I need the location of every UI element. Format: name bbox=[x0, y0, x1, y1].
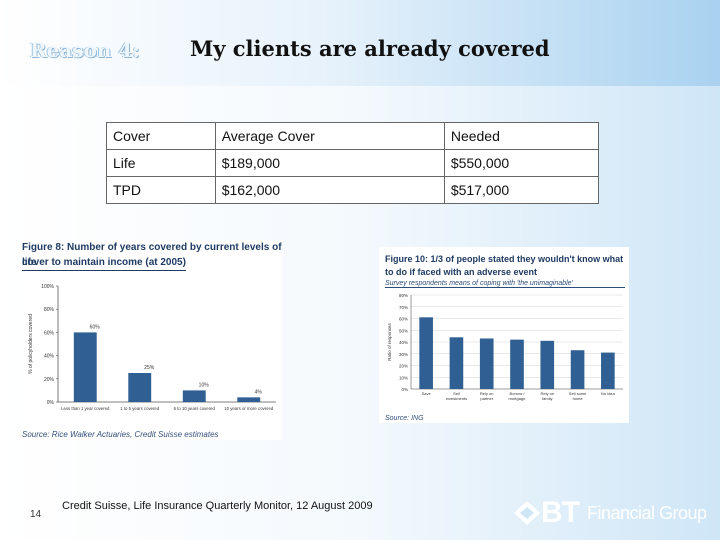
y-tick-label: 10% bbox=[399, 375, 408, 380]
table-cell: $162,000 bbox=[214, 176, 445, 204]
bar bbox=[540, 340, 555, 389]
x-tick-label: Sell some home bbox=[569, 391, 587, 401]
y-tick-label: 80% bbox=[399, 293, 408, 298]
y-tick-label: 20% bbox=[399, 364, 408, 369]
bt-logo: BT Financial Group bbox=[513, 498, 707, 528]
table-row: Life $189,000 $550,000 bbox=[106, 149, 600, 177]
x-tick-label: Less than 1 year covered bbox=[61, 406, 110, 411]
reason-label: Reason 4: bbox=[30, 38, 140, 62]
table-cell: Life bbox=[106, 149, 216, 177]
bar bbox=[237, 397, 261, 402]
table-header-row: Cover Average Cover Needed bbox=[106, 122, 600, 150]
x-tick-label: Sell investments bbox=[446, 391, 467, 401]
figure-10: Figure 10: 1/3 of people stated they wou… bbox=[379, 247, 629, 423]
footnote: Credit Suisse, Life Insurance Quarterly … bbox=[62, 500, 373, 512]
figure-10-title-line1: Figure 10: 1/3 of people stated they wou… bbox=[385, 254, 624, 264]
table-cell: $517,000 bbox=[443, 176, 600, 204]
x-tick-label: Save bbox=[422, 391, 432, 396]
y-tick-label: 70% bbox=[399, 305, 408, 310]
table-cell: TPD bbox=[106, 176, 216, 204]
data-label: 25% bbox=[144, 365, 155, 371]
cover-table: Cover Average Cover Needed Life $189,000… bbox=[106, 122, 600, 204]
header-needed: Needed bbox=[443, 122, 600, 150]
y-tick-label: 40% bbox=[399, 340, 408, 345]
y-tick-label: 0% bbox=[47, 400, 55, 406]
y-tick-label: 40% bbox=[44, 354, 55, 360]
bar bbox=[449, 337, 464, 389]
x-tick-label: 1 to 5 years covered bbox=[120, 406, 160, 411]
x-tick-label: Rely on partner bbox=[480, 391, 494, 401]
figure-8-title-line1: Figure 8: Number of years covered by cur… bbox=[22, 242, 282, 268]
figure-8: Figure 8: Number of years covered by cur… bbox=[20, 240, 282, 440]
y-tick-label: 50% bbox=[399, 328, 408, 333]
figure-8-chart: 0% 20% 40% 60% 80% 100% % of policyholders cov… bbox=[28, 284, 276, 411]
figure-10-title-line2: to do if faced with an adverse event bbox=[385, 267, 538, 277]
bar bbox=[73, 332, 97, 402]
table-cell: $189,000 bbox=[214, 149, 445, 177]
figure-10-source: Source: ING bbox=[385, 415, 424, 422]
bar bbox=[570, 350, 585, 389]
title-band bbox=[0, 0, 720, 86]
y-axis-title: Ratio of responses bbox=[387, 322, 392, 360]
bar bbox=[128, 373, 152, 402]
table-cell: $550,000 bbox=[443, 149, 600, 177]
y-tick-label: 80% bbox=[44, 307, 55, 313]
bar bbox=[510, 339, 524, 389]
figure-10-subtitle: Survey respondents means of coping with … bbox=[385, 280, 625, 288]
bt-logo-mark: BT bbox=[541, 496, 580, 529]
figure-10-chart: 0% 10% 20% 30% 40% 50% 60% 70% 80% Ratio of respo… bbox=[387, 293, 623, 401]
data-label: 10% bbox=[199, 382, 210, 388]
figure-8-source: Source: Rice Walker Actuaries, Credit Su… bbox=[22, 430, 219, 439]
y-tick-label: 0% bbox=[401, 387, 408, 392]
y-tick-label: 60% bbox=[399, 317, 408, 322]
bt-logo-text: Financial Group bbox=[587, 502, 707, 523]
figure-8-title-line2: cover to maintain income (at 2005) bbox=[22, 255, 186, 271]
header-cover: Cover bbox=[106, 122, 216, 150]
data-label: 60% bbox=[90, 324, 101, 330]
y-tick-label: 60% bbox=[44, 330, 55, 336]
x-tick-label: 6 to 10 years covered bbox=[174, 406, 216, 411]
x-tick-label: Rely on family bbox=[541, 391, 555, 401]
bar bbox=[419, 317, 433, 389]
header-average-cover: Average Cover bbox=[214, 122, 445, 150]
x-tick-label: No idea bbox=[601, 391, 616, 396]
x-tick-label: Borrow / mortgage bbox=[509, 391, 527, 401]
slide-title: My clients are already covered bbox=[190, 36, 550, 61]
bt-diamond-icon bbox=[514, 501, 540, 525]
y-tick-label: 30% bbox=[399, 352, 408, 357]
bar bbox=[182, 390, 206, 402]
bar bbox=[479, 338, 494, 389]
table-row: TPD $162,000 $517,000 bbox=[106, 176, 600, 204]
y-tick-label: 100% bbox=[41, 284, 54, 290]
page-number: 14 bbox=[30, 509, 42, 520]
y-tick-label: 20% bbox=[44, 377, 55, 383]
x-tick-label: 10 years or more covered bbox=[224, 406, 274, 411]
bar bbox=[601, 352, 615, 389]
data-label: 4% bbox=[255, 389, 263, 395]
y-axis-title: % of policyholders covered bbox=[28, 314, 34, 374]
